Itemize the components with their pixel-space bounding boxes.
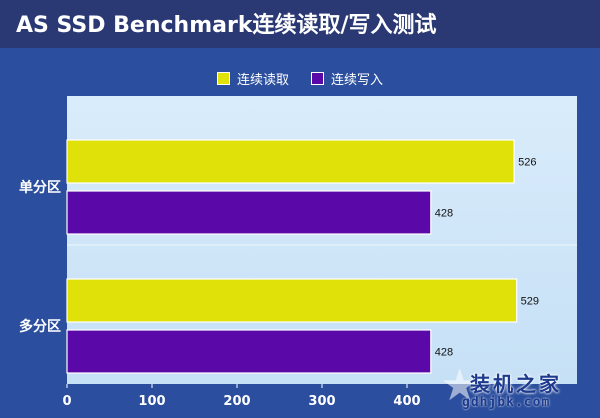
data-label: 529 <box>521 296 539 308</box>
data-label: 428 <box>435 208 453 220</box>
legend-swatch-write <box>311 72 324 85</box>
legend: 连续读取 连续写入 <box>0 69 600 88</box>
x-tick-label: 400 <box>393 394 420 409</box>
chart-title: AS SSD Benchmark连续读取/写入测试 <box>16 13 437 38</box>
legend-label-write: 连续写入 <box>331 73 384 88</box>
x-tick-label: 300 <box>308 394 335 409</box>
legend-item-write: 连续写入 <box>311 69 383 88</box>
x-tick-label: 200 <box>223 394 250 409</box>
bar-write-0 <box>66 190 432 235</box>
star-icon: ★ <box>440 360 480 411</box>
x-tick-label: 0 <box>62 394 71 409</box>
x-tick-label: 100 <box>138 394 165 409</box>
data-label: 526 <box>518 157 536 169</box>
watermark-name: 装机之家 <box>470 372 562 396</box>
legend-label-read: 连续读取 <box>236 73 289 88</box>
category-label: 单分区 <box>19 179 61 196</box>
watermark: ★ 装机之家 gdhjbk.com <box>440 362 596 414</box>
bar-read-0 <box>66 139 515 184</box>
legend-item-read: 连续读取 <box>216 69 289 88</box>
category-label: 多分区 <box>19 318 61 335</box>
watermark-url: gdhjbk.com <box>462 395 551 410</box>
legend-swatch-read <box>216 72 230 85</box>
bar-write-1 <box>66 329 432 374</box>
title-bar: AS SSD Benchmark连续读取/写入测试 <box>0 0 600 48</box>
data-label: 428 <box>435 347 453 359</box>
bar-read-1 <box>66 278 518 323</box>
